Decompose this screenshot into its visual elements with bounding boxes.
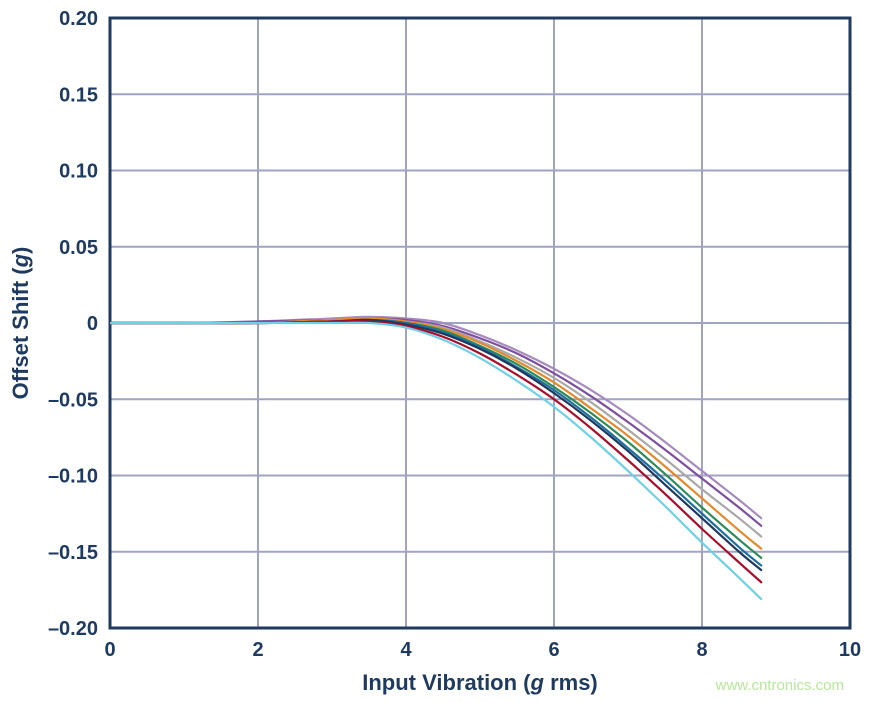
chart-container: 0 2 4 6 8 10 –0.20 –0.15 –0.10 –0.05 0 0.05 0.10 0.15…: [0, 0, 875, 702]
y-tick-label: –0.20: [48, 618, 98, 640]
y-axis-title: Offset Shift (g): [8, 247, 33, 400]
y-tick-label: –0.05: [48, 389, 98, 411]
x-tick-label: 4: [400, 639, 412, 661]
watermark-text: www.cntronics.com: [715, 677, 844, 694]
y-tick-label: –0.15: [48, 542, 98, 564]
y-tick-label: 0.15: [59, 84, 98, 106]
y-tick-label: 0.20: [59, 8, 98, 30]
y-tick-label: 0.10: [59, 161, 98, 183]
y-tick-label: –0.10: [48, 466, 98, 488]
y-tick-label: 0.05: [59, 237, 98, 259]
x-tick-label: 8: [696, 639, 707, 661]
x-tick-label: 2: [252, 639, 263, 661]
x-tick-label: 10: [839, 639, 861, 661]
x-tick-label: 6: [548, 639, 559, 661]
x-axis-title: Input Vibration (g rms): [362, 670, 598, 695]
x-tick-label: 0: [104, 639, 115, 661]
line-chart: 0 2 4 6 8 10 –0.20 –0.15 –0.10 –0.05 0 0.05 0.10 0.15…: [0, 0, 875, 702]
y-tick-label: 0: [87, 313, 98, 335]
